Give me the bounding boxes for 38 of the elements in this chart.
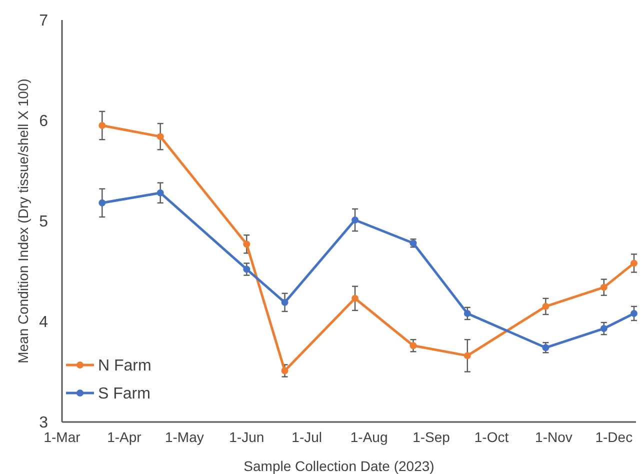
point (98, 122, 106, 130)
point (464, 310, 471, 317)
point (156, 133, 164, 140)
x-tick-label: 1-Aug (350, 429, 388, 445)
point (600, 284, 608, 291)
point (542, 302, 550, 310)
point (98, 199, 106, 206)
point (281, 367, 288, 374)
point (281, 298, 288, 306)
x-tick-label: 1-Apr (107, 429, 142, 445)
y-tick-label: 6 (39, 113, 48, 130)
point (156, 189, 164, 196)
y-tick-label: 3 (39, 414, 48, 432)
x-tick-label: 1-May (164, 429, 204, 445)
point (243, 266, 250, 273)
legend-label: S Farm (98, 386, 150, 403)
x-tick-label: 1-Jun (229, 429, 264, 445)
x-axis-title: Sample Collection Date (2023) (244, 458, 434, 474)
x-tick-label: 1-Oct (474, 429, 509, 445)
y-axis-title: Mean Condition Index (Dry tissue/shell X 100) (15, 78, 31, 364)
point (410, 342, 417, 350)
x-tick-label: 1-Sep (412, 429, 450, 445)
point (352, 294, 359, 302)
point (630, 260, 638, 267)
x-tick-label: 1-Dec (595, 429, 633, 445)
point (542, 344, 550, 352)
y-tick-label: 7 (39, 12, 48, 30)
point (352, 216, 359, 224)
legend-label: N Farm (98, 358, 152, 375)
point (243, 240, 250, 248)
x-tick-label: 1-Jul (292, 429, 322, 445)
x-tick-label: 1-Mar (44, 429, 81, 445)
point (600, 325, 608, 332)
y-tick-label: 5 (39, 214, 48, 231)
point (630, 310, 638, 317)
point (464, 352, 471, 360)
y-tick-label: 4 (39, 314, 48, 332)
x-tick-label: 1-Nov (535, 429, 572, 445)
